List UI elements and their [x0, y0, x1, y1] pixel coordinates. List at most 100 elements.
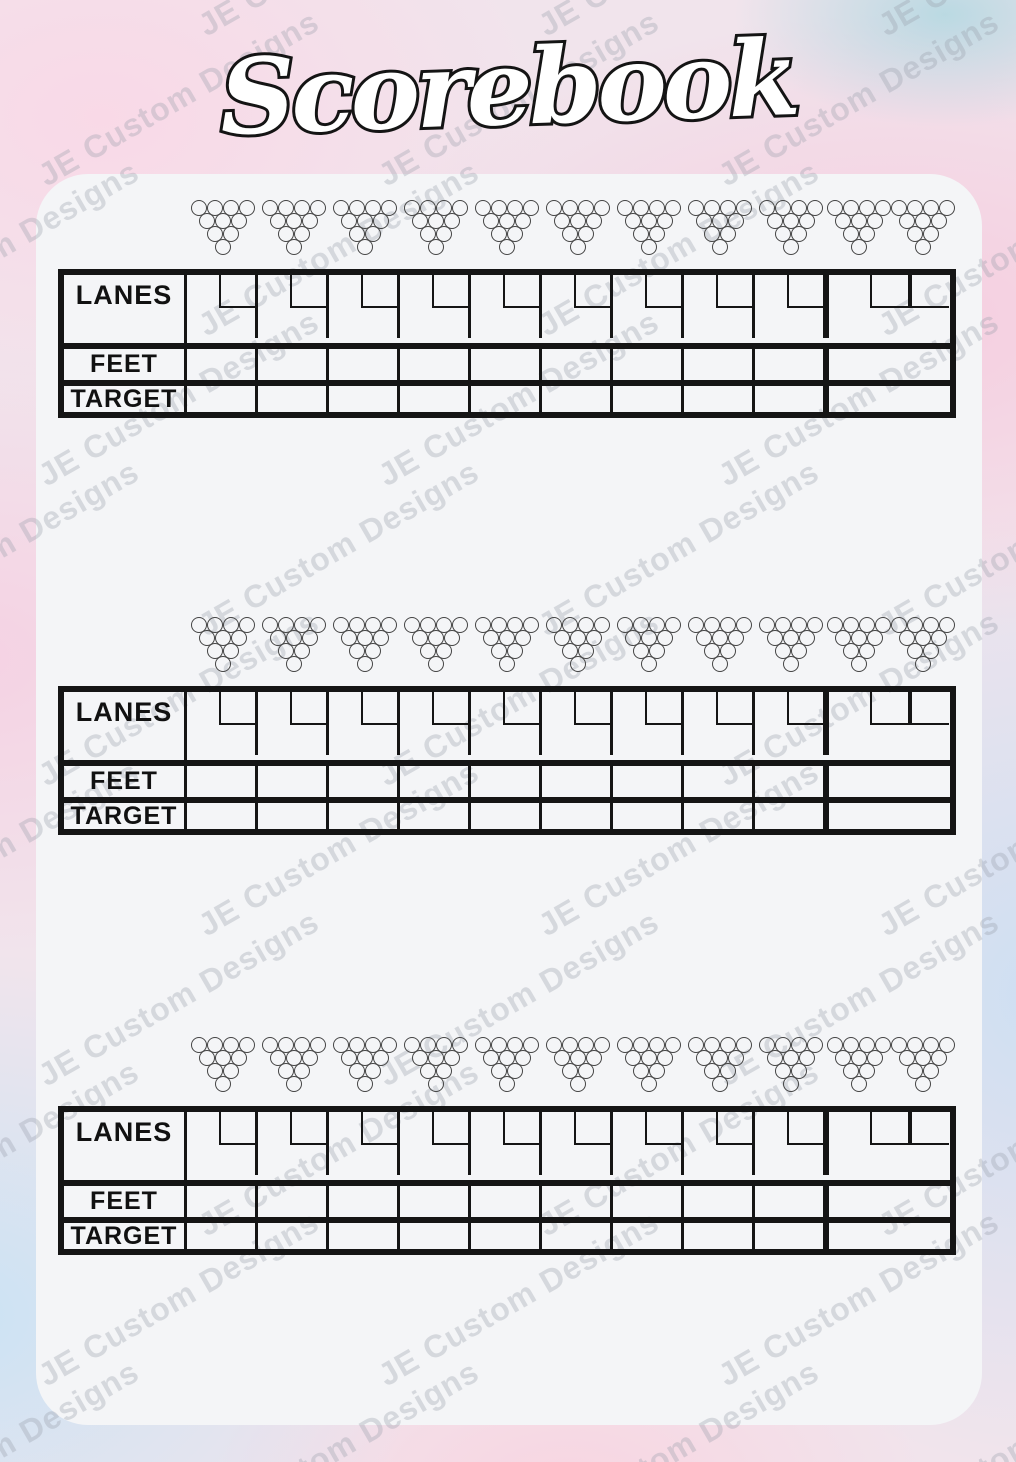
frame-corner-box [503, 1112, 539, 1145]
frame-corner-box [787, 692, 823, 725]
pin-row [616, 1037, 681, 1053]
pin-row [766, 630, 815, 646]
feet-label-cell: FEET [64, 349, 187, 380]
pin-row [498, 239, 515, 255]
pin-circle [569, 630, 586, 646]
pin-row [758, 200, 823, 216]
pin-row [214, 239, 231, 255]
pin-circle [640, 656, 657, 672]
pin-circle [907, 617, 923, 633]
pin-circle [827, 617, 843, 633]
pin-circle [474, 617, 491, 633]
frame-corner-box [645, 692, 681, 725]
tenth-frame-box-1 [870, 1112, 910, 1145]
pin-row [261, 617, 326, 633]
bowling-pin-triangle [687, 617, 752, 682]
pin-circle [222, 226, 239, 242]
lanes-frame-cell [471, 692, 542, 755]
pin-circle [907, 226, 923, 242]
pin-circle [632, 643, 649, 659]
pin-circle [782, 630, 799, 646]
pin-circle [190, 617, 207, 633]
pin-circle [843, 1063, 859, 1079]
frame-corner-box [716, 1112, 752, 1145]
feet-frame-cell [471, 766, 542, 797]
bowling-pin-triangle [474, 200, 539, 265]
pin-row [782, 239, 799, 255]
pin-circle [727, 213, 744, 229]
lanes-frame-cell [471, 1112, 542, 1175]
pin-slot [542, 1037, 613, 1102]
pin-circle [443, 213, 460, 229]
pin-circle [835, 1050, 851, 1066]
pin-row [482, 213, 531, 229]
pin-row [774, 643, 807, 659]
lanes-frame-cell [258, 692, 329, 755]
pin-row [490, 643, 523, 659]
pin-circle [899, 1050, 915, 1066]
pin-row [332, 200, 397, 216]
lanes-frame-cell [542, 692, 613, 755]
feet-frame-cell [471, 349, 542, 380]
pin-circle [827, 1037, 843, 1053]
lanes-frame-cell [258, 1112, 329, 1175]
pin-slot [187, 617, 258, 682]
pin-row [403, 617, 468, 633]
target-frame-cell [542, 1223, 613, 1249]
pin-circle [648, 643, 665, 659]
pin-circle [506, 643, 523, 659]
pin-circle [214, 239, 231, 255]
pin-circle [915, 1076, 931, 1092]
lanes-row: LANES [64, 1112, 950, 1186]
tenth-frame-box-1 [870, 692, 910, 725]
pin-slot [613, 1037, 684, 1102]
pin-circle [206, 1037, 223, 1053]
bowling-pin-triangle [332, 617, 397, 682]
pin-row [427, 656, 444, 672]
pin-row [482, 630, 531, 646]
pin-circle [340, 213, 357, 229]
feet-frame-cell [258, 349, 329, 380]
frame-corner-box [574, 692, 610, 725]
pin-circle [380, 617, 397, 633]
feet-frame-cell [755, 766, 826, 797]
pin-circle [806, 200, 823, 216]
pin-circle [766, 213, 783, 229]
pin-circle [624, 213, 641, 229]
pin-circle [695, 1050, 712, 1066]
pin-circle [435, 226, 452, 242]
pin-row [758, 617, 823, 633]
pin-circle [891, 1037, 907, 1053]
pin-circle [640, 630, 657, 646]
pin-circle [293, 200, 310, 216]
pin-slot [329, 1037, 400, 1102]
pin-row [695, 1050, 744, 1066]
pin-circle [372, 1050, 389, 1066]
pin-circle [222, 1063, 239, 1079]
pin-circle [285, 1076, 302, 1092]
feet-frame-cell [187, 1186, 258, 1217]
pin-row [277, 1063, 310, 1079]
pin-circle [285, 213, 302, 229]
pin-slot [187, 200, 258, 265]
pin-circle [648, 1063, 665, 1079]
pin-circle [419, 617, 436, 633]
target-frame-cell [613, 803, 684, 829]
pin-circle [827, 200, 843, 216]
pin-row [411, 630, 460, 646]
pin-circle [238, 200, 255, 216]
pin-circle [648, 1037, 665, 1053]
target-frame-cell [400, 386, 471, 412]
pin-circle [931, 1050, 947, 1066]
pin-circle [451, 200, 468, 216]
frame-corner-box [574, 275, 610, 308]
pin-row [482, 1050, 531, 1066]
pin-slot-tenth-frame [826, 617, 955, 682]
pin-circle [640, 1050, 657, 1066]
pin-row [711, 1076, 728, 1092]
pin-circle [198, 630, 215, 646]
feet-frame-cell [684, 349, 755, 380]
pin-circle [735, 617, 752, 633]
lanes-frame-cell [613, 692, 684, 755]
score-section: LANES FEET TARGET [58, 617, 957, 835]
